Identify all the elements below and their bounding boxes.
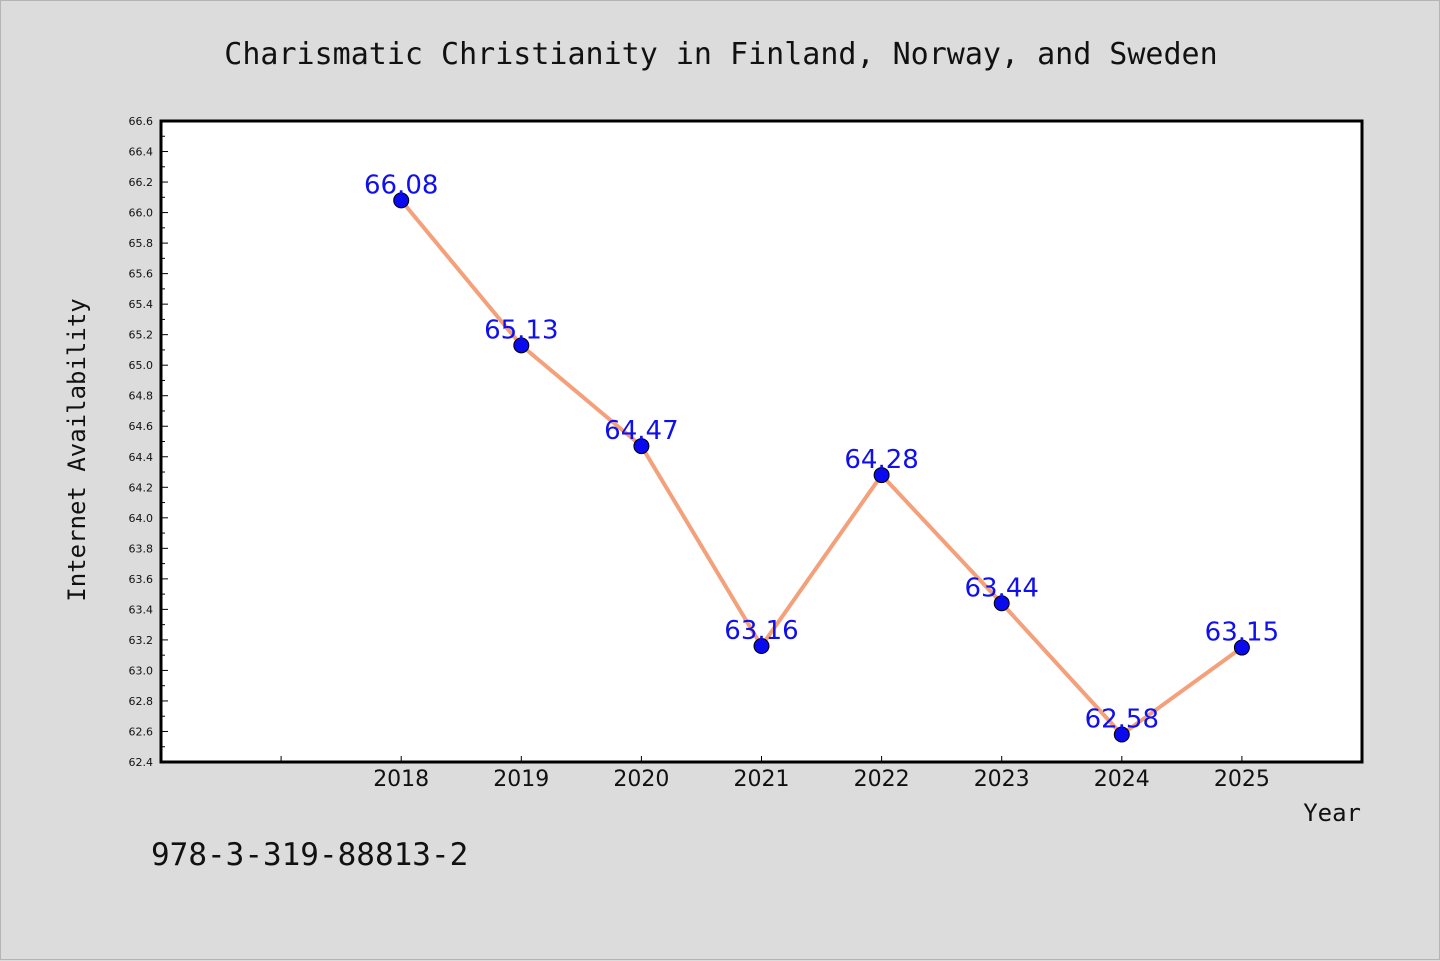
data-point xyxy=(873,467,890,484)
x-axis-ticks: 2018 2019 2020 2021 2022 2023 2024 2025 xyxy=(280,756,1270,792)
data-label: 65.13 xyxy=(484,315,558,345)
y-tick-label: 65.8 xyxy=(129,237,154,250)
footer-code: 978-3-319-88813-2 xyxy=(151,837,468,873)
y-tick-label: 62.6 xyxy=(129,725,154,738)
data-label: 62.58 xyxy=(1085,705,1159,735)
data-label: 64.47 xyxy=(604,416,678,446)
y-axis-label: Internet Availability xyxy=(63,298,91,601)
y-tick-label: 63.6 xyxy=(129,573,154,586)
y-tick-label: 64.0 xyxy=(129,512,154,525)
x-tick-label: 2023 xyxy=(974,767,1030,792)
y-tick-label: 66.4 xyxy=(129,146,154,159)
y-tick-label: 65.2 xyxy=(129,329,154,342)
y-tick-label: 62.4 xyxy=(129,756,154,769)
data-label: 63.15 xyxy=(1205,618,1279,648)
data-point xyxy=(993,595,1010,612)
plot-border xyxy=(159,119,1364,764)
y-tick-label: 65.0 xyxy=(129,359,154,372)
y-tick-label: 64.4 xyxy=(129,451,154,464)
y-tick-label: 65.6 xyxy=(129,268,154,281)
x-tick-label: 2024 xyxy=(1094,767,1150,792)
y-tick-label: 66.2 xyxy=(129,176,154,189)
data-point xyxy=(393,192,410,209)
y-tick-label: 62.8 xyxy=(129,695,154,708)
data-label-group: 66.08 65.13 64.47 63.16 64.28 63.44 62.58 63.15 xyxy=(364,170,1279,734)
y-tick-label: 66.0 xyxy=(129,207,154,220)
data-point xyxy=(633,438,650,455)
y-axis-ticks: 62.4 62.6 62.8 63.0 63.2 63.4 63.6 63.8 64.0 64.2… xyxy=(129,115,168,769)
data-label: 63.44 xyxy=(964,573,1038,603)
y-tick-label: 63.0 xyxy=(129,664,154,677)
y-tick-label: 64.8 xyxy=(129,390,154,403)
data-label: 63.16 xyxy=(724,616,798,646)
data-point xyxy=(1113,726,1130,743)
y-tick-label: 63.2 xyxy=(129,634,154,647)
x-tick-label: 2020 xyxy=(613,767,669,792)
chart-title: Charismatic Christianity in Finland, Nor… xyxy=(224,37,1217,72)
data-label: 64.28 xyxy=(844,445,918,475)
x-tick-label: 2025 xyxy=(1214,767,1270,792)
y-tick-label: 65.4 xyxy=(129,298,154,311)
x-tick-label: 2018 xyxy=(373,767,429,792)
x-tick-label: 2021 xyxy=(734,767,790,792)
series-line xyxy=(399,199,1244,737)
marker-group xyxy=(393,192,1250,743)
data-label: 66.08 xyxy=(364,170,438,200)
data-point xyxy=(753,638,770,655)
x-axis-label: Year xyxy=(1303,799,1361,827)
y-tick-label: 64.2 xyxy=(129,481,154,494)
data-point xyxy=(1233,639,1250,656)
x-tick-label: 2022 xyxy=(854,767,910,792)
y-tick-label: 66.6 xyxy=(129,115,154,128)
y-tick-label: 64.6 xyxy=(129,420,154,433)
series-line-group xyxy=(399,199,1244,737)
x-tick-label: 2019 xyxy=(493,767,549,792)
y-tick-label: 63.8 xyxy=(129,542,154,555)
plot-area xyxy=(161,121,1362,762)
y-tick-label: 63.4 xyxy=(129,603,154,616)
data-point xyxy=(513,337,530,354)
